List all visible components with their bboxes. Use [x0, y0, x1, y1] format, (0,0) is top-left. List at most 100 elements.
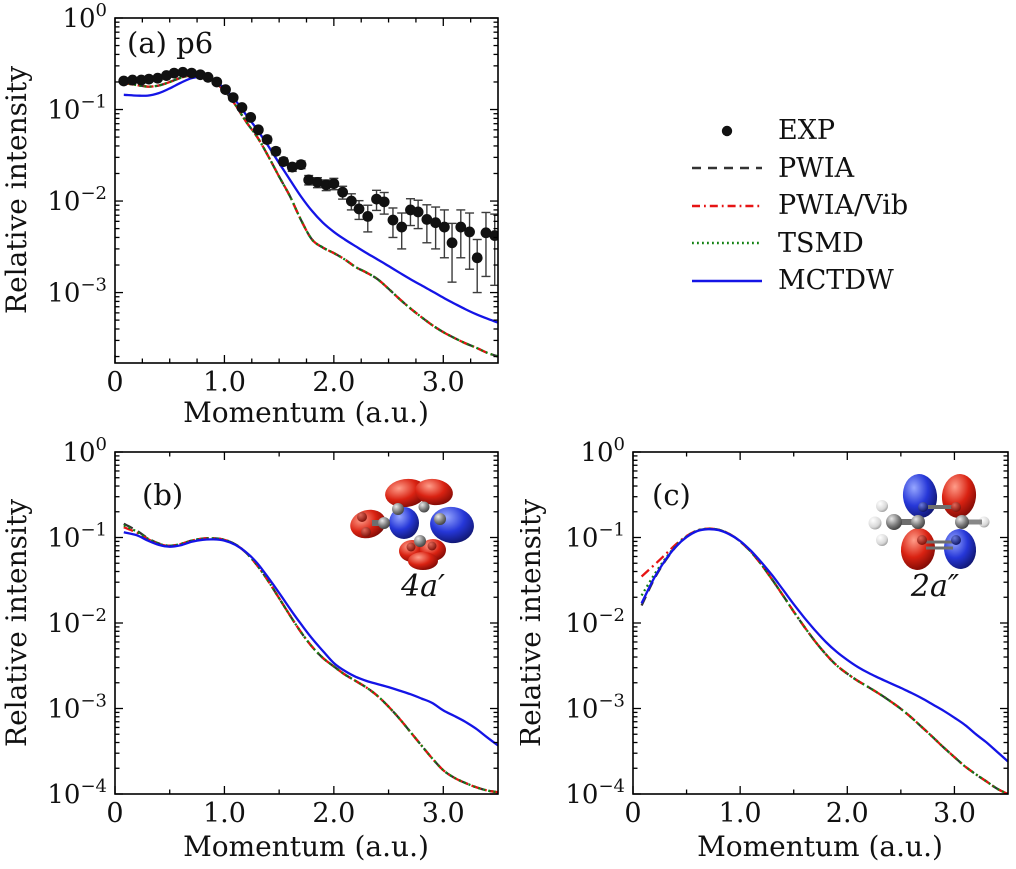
exp-point [471, 252, 483, 264]
atom-sphere [918, 502, 928, 512]
orbital-lobe-red [415, 478, 453, 506]
orbital-label-4a-prime: 4a′ [400, 569, 445, 604]
y-tick-label: 10−2 [47, 183, 107, 217]
y-tick-label: 10−3 [47, 275, 107, 309]
atom-sphere [951, 502, 961, 512]
exp-point [362, 210, 374, 222]
atom-sphere [427, 541, 437, 551]
series-pwia [123, 522, 498, 794]
exp-point [421, 214, 433, 225]
series-mctdw [640, 528, 1008, 763]
atom-sphere [418, 501, 430, 513]
series-group [123, 522, 498, 794]
panel-c-chart: 0 1.0 2.0 3.0 100 10−1 10−2 10−3 10−4 (c) Moment… [520, 434, 1009, 863]
y-tick-label: 100 [62, 0, 107, 34]
atom-sphere [378, 517, 390, 529]
panel-b-xlabel: Momentum (a.u.) [183, 830, 429, 863]
series-tsmd [123, 524, 498, 794]
panel-c-label: (c) [652, 478, 691, 512]
legend-item-tsmd: TSMD [690, 225, 908, 263]
exp-point [143, 73, 155, 85]
exp-point [152, 72, 164, 84]
x-tick-label: 2.0 [312, 367, 355, 398]
ticks [114, 17, 498, 363]
series-group [118, 66, 498, 358]
y-tick-label: 10−3 [47, 691, 107, 725]
orbital-isosurface-2a-doubleprime [868, 474, 990, 570]
exp-point [387, 214, 399, 226]
series-pwia-vib [123, 74, 498, 358]
ticks [632, 451, 1008, 795]
y-tick-label: 10−1 [565, 520, 625, 554]
exp-point [430, 217, 442, 229]
panel-a-xlabel: Momentum (a.u.) [183, 396, 429, 429]
x-tick-label: 3.0 [422, 798, 465, 829]
legend-label: TSMD [778, 227, 864, 259]
legend-item-mctdw: MCTDW [690, 262, 908, 300]
y-tick-label: 10−2 [47, 605, 107, 639]
legend-marker-dotted [692, 241, 762, 245]
legend-marker-dashdot [692, 204, 762, 208]
legend-marker-circle [721, 125, 733, 136]
exp-point [127, 74, 138, 86]
y-tick-label: 100 [62, 434, 107, 468]
ticks [114, 451, 498, 795]
exp-point [186, 67, 198, 79]
atom-sphere [917, 535, 927, 545]
exp-point [345, 195, 357, 207]
x-tick-label: 2.0 [312, 798, 355, 829]
x-tick-label: 0 [624, 798, 641, 829]
x-tick-label: 1.0 [203, 798, 246, 829]
orbital-lobe-red [408, 552, 438, 570]
panel-c-ylabel: Relative intensity [520, 499, 547, 747]
x-tick-label: 0 [106, 367, 123, 398]
exp-point [312, 176, 323, 188]
exp-point [464, 226, 475, 238]
exp-point [396, 221, 408, 233]
exp-point [455, 221, 467, 233]
series-pwia-vib [123, 526, 498, 794]
legend-item-pwia: PWIA [690, 150, 908, 188]
exp-point [245, 112, 257, 123]
atom-sphere [955, 515, 969, 529]
exp-point [303, 174, 315, 186]
x-tick-label: 1.0 [719, 798, 762, 829]
legend-item-exp: EXP [690, 112, 908, 150]
x-tick-label: 0 [106, 798, 123, 829]
series-mctdw [123, 531, 498, 747]
legend-label: PWIA/Vib [778, 190, 909, 222]
exp-point [168, 67, 180, 79]
exp-point [412, 206, 424, 218]
exp-point [261, 134, 273, 145]
exp-point [227, 92, 239, 103]
exp-point [177, 66, 189, 78]
panel-a-label: (a) p6 [127, 26, 213, 60]
series-group [640, 527, 1008, 794]
atom-sphere [886, 514, 902, 530]
legend-marker-dashed [692, 166, 762, 170]
exp-point [286, 161, 298, 173]
exp-point [489, 230, 498, 241]
y-tick-label: 10−2 [565, 605, 625, 639]
hydrogen-sphere [876, 534, 888, 546]
panel-a-ylabel: Relative intensity [0, 66, 33, 314]
atom-sphere [357, 512, 367, 522]
series-tsmd [123, 74, 498, 358]
exp-point [480, 227, 492, 239]
hydrogen-sphere [876, 500, 888, 512]
panel-a-plot: 0 1.0 2.0 3.0 100 10−1 10−2 10−3 [47, 0, 499, 398]
legend-label: PWIA [778, 152, 855, 184]
atom-sphere [414, 535, 426, 547]
exp-points [118, 66, 498, 264]
panel-b-chart: 0 1.0 2.0 3.0 100 10−1 10−2 10−3 10−4 (b) Moment… [0, 434, 499, 863]
exp-point [236, 102, 248, 113]
series-pwia [123, 74, 498, 358]
atom-sphere [911, 515, 925, 529]
y-tick-label: 10−1 [47, 520, 107, 554]
atom-sphere [361, 527, 371, 537]
exp-point [252, 124, 264, 136]
exp-point [328, 178, 340, 190]
exp-point [438, 221, 450, 233]
orbital-lobe-red [941, 474, 977, 518]
